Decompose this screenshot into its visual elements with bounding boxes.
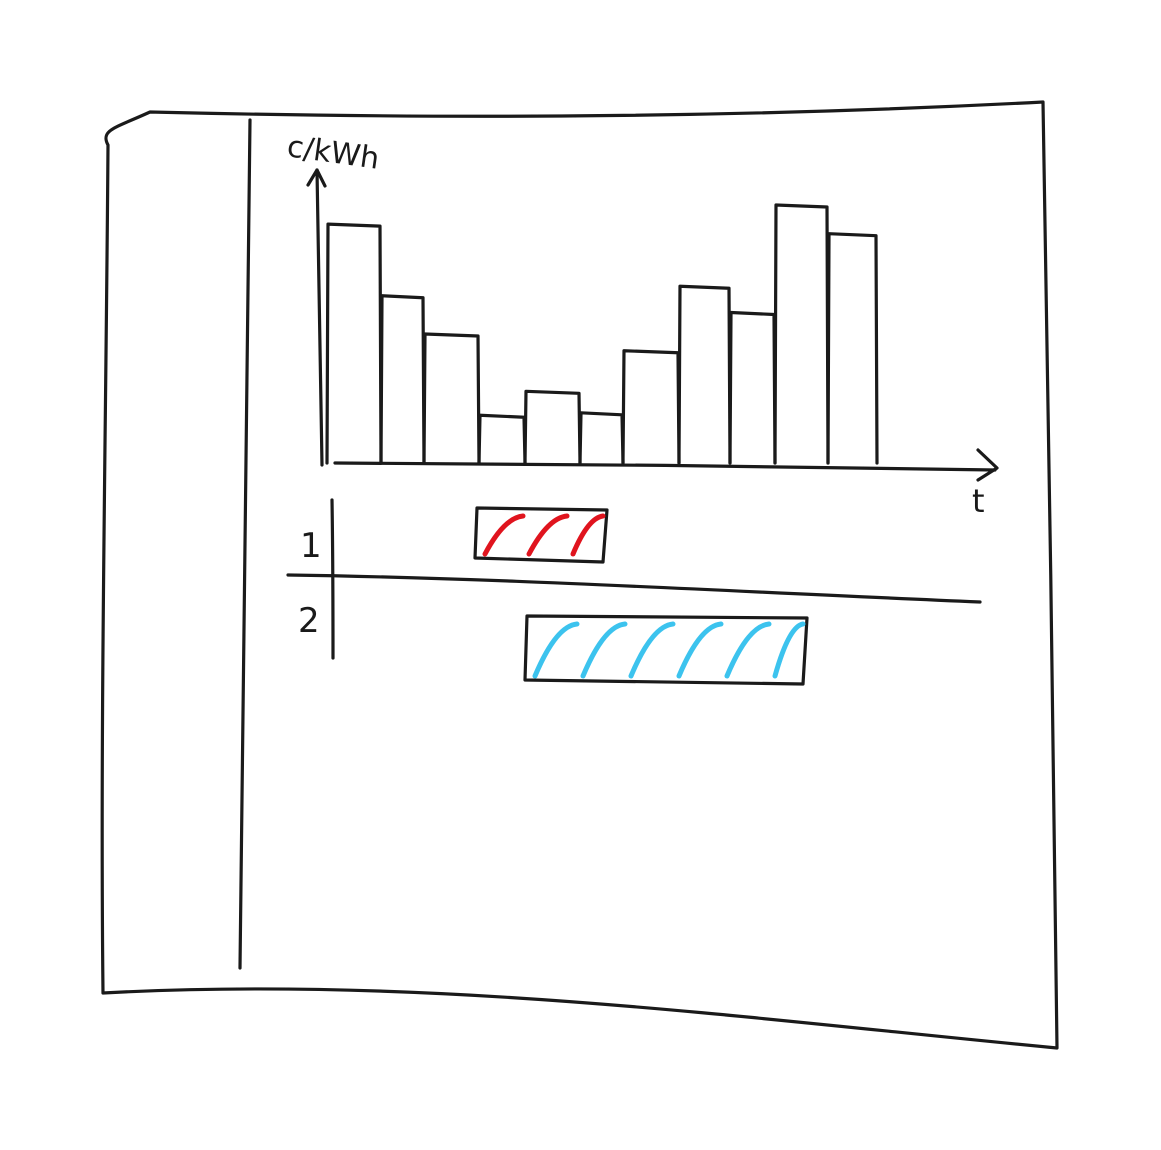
- bar: [621, 349, 681, 465]
- bar: [422, 332, 481, 465]
- bar: [773, 203, 830, 465]
- bar: [578, 411, 625, 465]
- schedule-bar-1: [473, 506, 609, 564]
- schedule-bar-2: [523, 614, 809, 686]
- hatch-stroke: [676, 621, 724, 679]
- bar: [379, 294, 426, 465]
- bar: [477, 413, 527, 465]
- hatch-stroke: [482, 513, 526, 557]
- price-chart: c/kWh t: [285, 129, 999, 520]
- hatch-stroke: [580, 621, 628, 679]
- hatch-stroke: [628, 621, 676, 679]
- hatch-stroke: [532, 621, 580, 679]
- hatch-stroke: [526, 513, 570, 557]
- bar: [677, 284, 732, 465]
- row-label-divider: [330, 498, 335, 660]
- x-axis-label: t: [972, 482, 985, 520]
- hatch-stroke: [570, 513, 606, 557]
- y-axis-label: c/kWh: [285, 129, 382, 177]
- bar: [728, 310, 777, 465]
- x-axis-arrow: [976, 448, 999, 482]
- y-axis-arrow: [306, 168, 327, 188]
- schedule-bars-group: [473, 506, 809, 686]
- y-axis: [315, 168, 324, 467]
- bars-group: [325, 203, 879, 465]
- hatch-stroke: [724, 621, 772, 679]
- row-1-label: 1: [300, 526, 322, 566]
- bar: [826, 232, 879, 465]
- hatch-stroke: [772, 621, 806, 679]
- bar: [523, 389, 582, 465]
- bar: [325, 222, 383, 465]
- x-axis: [333, 461, 997, 472]
- schedule: 1 2: [286, 498, 982, 686]
- row-separator: [286, 573, 982, 604]
- sidebar-divider: [238, 118, 252, 970]
- page-border: [100, 100, 1059, 1050]
- row-2-label: 2: [298, 601, 320, 641]
